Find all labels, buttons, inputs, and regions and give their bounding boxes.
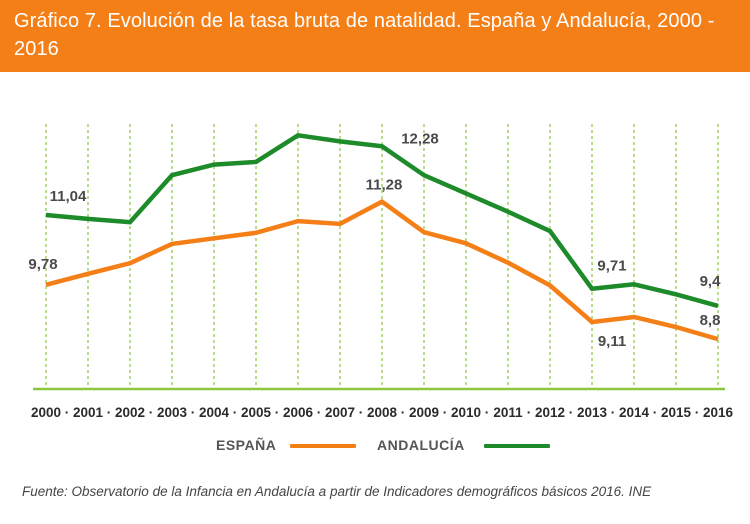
x-tick-2010: 2010 — [451, 405, 481, 420]
x-tick-separator: · — [695, 405, 700, 420]
x-tick-labels: 2000 · 2001 · 2002 · 2003 · 2004 · 2005 · 2006 · 2007 ·… — [31, 405, 734, 420]
x-tick-2006: 2006 — [283, 405, 314, 420]
x-tick-2002: 2002 — [115, 405, 145, 420]
data-label-2016: 8,8 — [700, 312, 721, 329]
x-tick-separator: · — [611, 405, 616, 420]
data-label-2013: 9,71 — [597, 258, 626, 275]
x-tick-separator: · — [233, 405, 238, 420]
x-tick-separator: · — [149, 405, 154, 420]
data-label-2013: 9,11 — [598, 333, 626, 350]
data-label-2008: 12,28 — [401, 130, 439, 147]
x-tick-separator: · — [527, 405, 532, 420]
x-tick-separator: · — [275, 405, 280, 420]
x-tick-2009: 2009 — [409, 405, 439, 420]
x-tick-separator: · — [107, 405, 112, 420]
x-tick-2007: 2007 — [325, 405, 355, 420]
legend-label-espana: ESPAÑA — [216, 437, 277, 453]
x-tick-2011: 2011 — [493, 405, 523, 420]
source-note: Fuente: Observatorio de la Infancia en A… — [22, 484, 652, 499]
x-tick-separator: · — [317, 405, 322, 420]
x-tick-2008: 2008 — [367, 405, 398, 420]
legend-swatch-andalucia — [484, 444, 550, 448]
data-labels: 11,04 9,78 12,28 11,28 9,71 9,11 9,4 8,8 — [28, 130, 721, 350]
x-tick-2004: 2004 — [199, 405, 230, 420]
x-tick-2000: 2000 — [31, 405, 61, 420]
x-tick-separator: · — [401, 405, 406, 420]
x-tick-2014: 2014 — [619, 405, 650, 420]
x-tick-2013: 2013 — [577, 405, 608, 420]
x-tick-separator: · — [191, 405, 196, 420]
legend-swatch-espana — [290, 444, 356, 448]
x-tick-2012: 2012 — [535, 405, 565, 420]
data-label-2000: 9,78 — [28, 256, 57, 273]
data-label-2000: 11,04 — [50, 188, 87, 205]
data-label-2008: 11,28 — [366, 177, 403, 194]
x-tick-2001: 2001 — [73, 405, 104, 420]
x-tick-separator: · — [65, 405, 70, 420]
x-tick-separator: · — [359, 405, 364, 420]
chart-header: Gráfico 7. Evolución de la tasa bruta de… — [0, 0, 750, 72]
x-tick-separator: · — [653, 405, 658, 420]
gridlines — [45, 124, 719, 389]
x-tick-separator: · — [443, 405, 448, 420]
x-tick-2005: 2005 — [241, 405, 272, 420]
x-tick-separator: · — [485, 405, 490, 420]
series-line-espana — [45, 199, 719, 342]
series-line-andalucia — [45, 132, 719, 309]
data-label-2016: 9,4 — [700, 273, 722, 290]
legend-label-andalucia: ANDALUCÍA — [377, 437, 465, 453]
x-tick-2016: 2016 — [703, 405, 734, 420]
series-lines — [45, 132, 719, 342]
x-tick-2003: 2003 — [157, 405, 188, 420]
x-tick-separator: · — [569, 405, 574, 420]
x-tick-2015: 2015 — [661, 405, 692, 420]
chart-title: Gráfico 7. Evolución de la tasa bruta de… — [14, 10, 715, 60]
